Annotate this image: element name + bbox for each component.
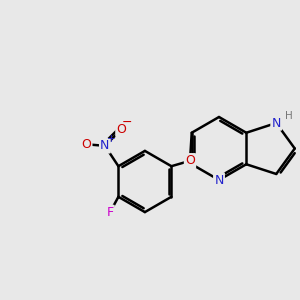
Text: −: − — [122, 116, 133, 129]
Text: O: O — [116, 123, 126, 136]
Text: N: N — [272, 116, 281, 130]
Text: O: O — [81, 138, 91, 151]
Text: N: N — [214, 173, 224, 187]
Text: F: F — [106, 206, 114, 219]
Text: +: + — [106, 134, 115, 144]
Text: O: O — [185, 154, 195, 167]
Text: N: N — [100, 139, 110, 152]
Text: H: H — [285, 111, 292, 122]
